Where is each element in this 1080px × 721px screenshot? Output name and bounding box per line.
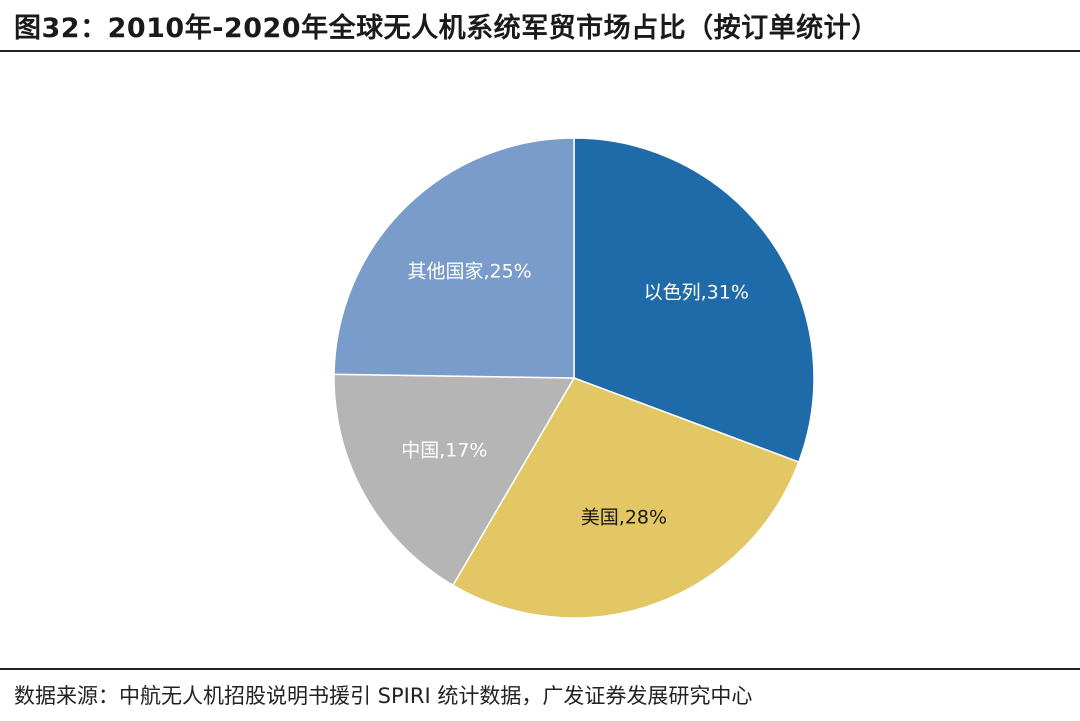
pie-slice-0 [573, 137, 815, 463]
source-divider [0, 668, 1080, 670]
pie-slices [333, 137, 815, 619]
source-note: 数据来源：中航无人机招股说明书援引 SPIRI 统计数据，广发证券发展研究中心 [14, 684, 753, 708]
chart-title: 图32：2010年-2020年全球无人机系统军贸市场占比（按订单统计） [14, 13, 879, 44]
pie-chart: 以色列,31% 美国,28% 中国,17% 其他国家,25% [333, 137, 815, 619]
pie-labels: 以色列,31% 美国,28% 中国,17% 其他国家,25% [401, 260, 749, 528]
title-divider [0, 50, 1080, 52]
pie-slice-2 [333, 373, 576, 587]
pie-label-1: 美国,28% [581, 507, 667, 529]
pie-label-3: 其他国家,25% [407, 260, 531, 282]
pie-label-2: 中国,17% [401, 440, 487, 462]
pie-label-0: 以色列,31% [644, 282, 749, 304]
pie-slice-3 [333, 137, 575, 379]
